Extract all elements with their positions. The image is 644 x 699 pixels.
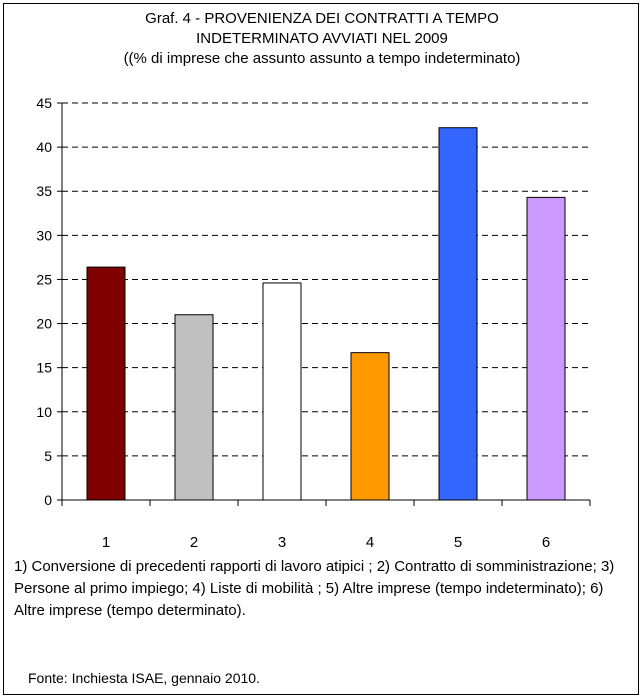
x-tick-label: 6 — [542, 534, 550, 551]
bars — [86, 127, 566, 501]
y-axis: 0 5 10 15 20 25 30 35 40 45 — [36, 95, 63, 508]
x-axis: 1 2 3 4 5 6 — [61, 499, 591, 551]
source-note: Fonte: Inchiesta ISAE, gennaio 2010. — [28, 670, 260, 686]
x-tick-label: 1 — [102, 534, 110, 551]
y-tick-label: 40 — [36, 139, 52, 155]
category-legend-note: 1) Conversione di precedenti rapporti di… — [14, 558, 615, 619]
y-tick-label: 10 — [36, 404, 52, 420]
chart-title: Graf. 4 - PROVENIENZA DEI CONTRATTI A TE… — [0, 9, 644, 69]
y-tick-label: 35 — [36, 183, 52, 199]
y-tick-label: 20 — [36, 316, 52, 332]
bar-3 — [262, 282, 302, 501]
bar-6 — [526, 196, 566, 501]
y-tick-label: 45 — [36, 95, 52, 111]
y-tick-label: 25 — [36, 271, 52, 287]
chart-title-line-2: INDETERMINATO AVVIATI NEL 2009 — [196, 30, 448, 47]
y-tick-label: 30 — [36, 227, 52, 243]
x-tick-label: 5 — [454, 534, 462, 551]
bar-4 — [350, 352, 390, 501]
x-tick-label: 4 — [366, 534, 374, 551]
x-tick-label: 2 — [190, 534, 198, 551]
gridlines — [62, 102, 590, 457]
bar-5 — [438, 127, 478, 501]
x-tick-label: 3 — [278, 534, 286, 551]
y-tick-label: 15 — [36, 360, 52, 376]
y-tick-label: 5 — [44, 448, 52, 464]
y-tick-label: 0 — [44, 492, 52, 508]
chart-title-line-1: Graf. 4 - PROVENIENZA DEI CONTRATTI A TE… — [145, 10, 499, 27]
chart-title-line-3: ((% di imprese che assunto assunto a tem… — [123, 50, 521, 67]
bar-2 — [174, 314, 214, 501]
bar-1 — [86, 266, 126, 501]
